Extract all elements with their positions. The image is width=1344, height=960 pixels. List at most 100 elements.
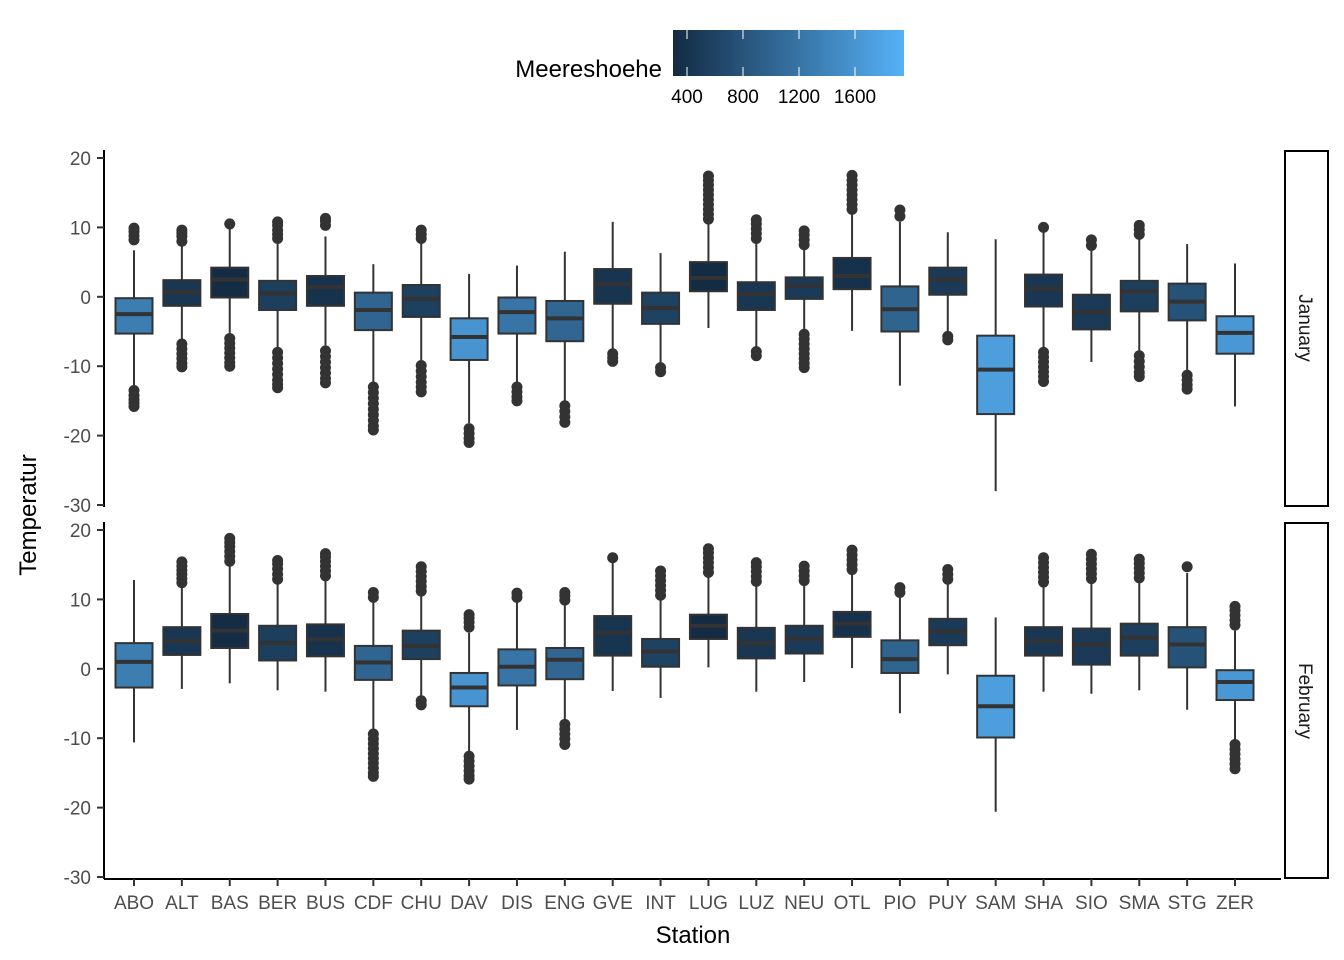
x-tick-label: ZER	[1216, 893, 1254, 914]
y-tick-label: 0	[80, 660, 91, 681]
outlier-point	[176, 556, 188, 568]
boxplot-puy	[928, 564, 968, 675]
boxplot-dav	[449, 609, 489, 785]
boxplot-puy	[928, 232, 968, 346]
x-tick-label: DIS	[501, 893, 533, 914]
legend-tick-label: 400	[671, 87, 703, 108]
outlier-point	[559, 416, 571, 428]
outlier-point	[1133, 219, 1145, 231]
x-tick-label: ALT	[165, 893, 199, 914]
boxplot-bas	[210, 218, 250, 372]
x-tick-label: PUY	[928, 893, 967, 914]
outlier-point	[272, 216, 284, 228]
facet-strip-january: January	[1284, 150, 1329, 507]
boxplot-chu	[401, 561, 441, 711]
outlier-point	[319, 548, 331, 560]
boxplot-bus	[305, 212, 345, 389]
boxplot-dis	[497, 587, 537, 730]
outlier-point	[702, 170, 714, 182]
y-tick-label: -30	[64, 496, 91, 517]
box-iqr	[1215, 315, 1255, 355]
facet-strip-february: February	[1284, 522, 1329, 879]
legend-tick-label: 1200	[778, 87, 820, 108]
boxplot-ber	[258, 555, 298, 691]
box-iqr	[114, 642, 154, 689]
box-iqr	[1119, 622, 1159, 657]
y-tick-label: -20	[64, 799, 91, 820]
boxplot-sam	[976, 239, 1016, 492]
outlier-point	[176, 224, 188, 236]
outlier-point	[128, 400, 140, 412]
boxplot-bus	[305, 548, 345, 692]
x-tick-label: CHU	[401, 893, 442, 914]
outlier-point	[319, 377, 331, 389]
legend-tick-label: 800	[727, 87, 759, 108]
boxplot-ber	[258, 216, 298, 394]
outlier-point	[942, 564, 954, 576]
boxplot-sma	[1119, 219, 1159, 383]
boxplot-int	[641, 253, 681, 378]
boxplot-alt	[162, 224, 202, 373]
box-iqr	[401, 284, 441, 318]
x-tick-label: ENG	[544, 893, 585, 914]
box-iqr	[258, 279, 298, 311]
outlier-point	[942, 334, 954, 346]
outlier-point	[798, 560, 810, 572]
box-iqr	[449, 671, 489, 708]
box-iqr	[1024, 273, 1064, 308]
x-tick-label: INT	[645, 893, 676, 914]
boxplot-cdf	[353, 264, 393, 436]
x-axis-title: Station	[656, 922, 731, 949]
legend-tick-label: 1600	[834, 87, 876, 108]
outlier-point	[511, 587, 523, 599]
outlier-point	[463, 437, 475, 449]
legend-colorbar	[673, 30, 904, 76]
outlier-point	[1038, 552, 1050, 564]
box-iqr	[545, 299, 585, 343]
y-tick-label: 20	[70, 521, 91, 542]
boxplot-abo	[114, 579, 154, 743]
x-tick-label: BER	[258, 893, 297, 914]
y-tick-label: 10	[70, 590, 91, 611]
boxplot-lug	[688, 170, 728, 329]
outlier-point	[511, 395, 523, 407]
boxplot-stg	[1167, 561, 1207, 710]
outlier-point	[224, 218, 236, 230]
box-iqr	[736, 281, 776, 311]
outlier-point	[1133, 553, 1145, 565]
outlier-point	[415, 224, 427, 236]
box-iqr	[1119, 279, 1159, 313]
outlier-point	[894, 582, 906, 594]
box-iqr	[784, 276, 824, 300]
box-iqr	[976, 334, 1016, 416]
boxplot-eng	[545, 586, 585, 750]
box-iqr	[305, 274, 345, 307]
x-tick-label: CDF	[354, 893, 393, 914]
boxplot-sma	[1119, 553, 1159, 691]
outlier-point	[367, 586, 379, 598]
boxplot-abo	[114, 222, 154, 412]
panel-january	[114, 169, 1255, 492]
outlier-point	[319, 212, 331, 224]
boxplot-gve	[593, 221, 633, 367]
outlier-point	[272, 382, 284, 394]
x-tick-label: SIO	[1075, 893, 1108, 914]
strip-label-february: February	[1294, 663, 1315, 740]
outlier-point	[224, 532, 236, 544]
outlier-point	[1229, 763, 1241, 775]
x-ticks: ABO ALT BAS BER BUS CDF CHU DAV DIS ENG GVE INT LUG L…	[114, 879, 1254, 914]
boxplot-eng	[545, 251, 585, 428]
boxplot-otl	[832, 544, 872, 669]
outlier-point	[750, 214, 762, 226]
outlier-point	[463, 773, 475, 785]
outlier-point	[176, 361, 188, 373]
outlier-point	[415, 699, 427, 711]
box-iqr	[1215, 669, 1255, 702]
legend: Meereshoehe 400 800 1200 1600	[515, 30, 904, 108]
box-iqr	[832, 256, 872, 291]
outlier-point	[894, 204, 906, 216]
boxplot-gve	[593, 552, 633, 692]
outlier-point	[1038, 221, 1050, 233]
y-axis: -30 -20 -10 0 10 20 -30 -20 -10 0 10 20 Temperatur	[15, 149, 105, 889]
